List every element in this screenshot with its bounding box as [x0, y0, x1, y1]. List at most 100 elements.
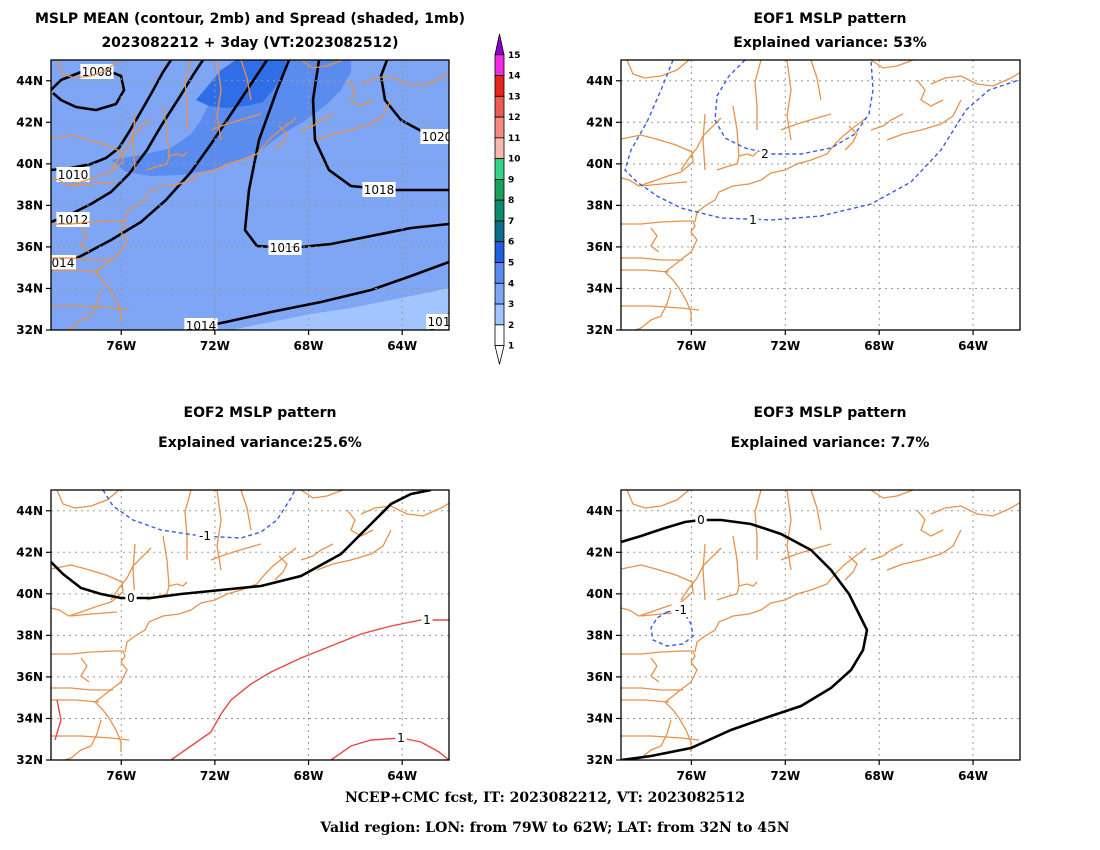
coastline — [51, 490, 449, 760]
colorbar-level-label: 13 — [508, 92, 521, 102]
colorbar-level-label: 4 — [508, 279, 514, 289]
isobar-label: 101 — [428, 315, 451, 329]
isobar-label: 1008 — [82, 65, 113, 79]
lat-tick-label: 44N — [586, 504, 613, 518]
eof3-label-zero: 0 — [697, 513, 705, 527]
lat-tick-label: 36N — [586, 240, 613, 254]
eof2-contour-pos1b — [330, 737, 449, 760]
lat-tick-label: 40N — [16, 157, 43, 171]
eof2-label-pos1b: 1 — [397, 731, 405, 745]
panel-title-line: EOF2 MSLP pattern — [184, 405, 337, 421]
colorbar-swatch — [494, 95, 505, 118]
lon-tick-label: 72W — [200, 769, 230, 783]
panel-title-line: Explained variance: 7.7% — [731, 435, 930, 451]
eof2-contour-pos1 — [170, 619, 449, 760]
footer-valid-region: Valid region: LON: from 79W to 62W; LAT:… — [319, 820, 789, 836]
isobar-label: 1020 — [422, 130, 453, 144]
eof2-label-neg1: -1 — [199, 529, 211, 543]
colorbar-swatch — [494, 75, 505, 97]
lat-tick-label: 42N — [586, 115, 613, 129]
lat-tick-label: 32N — [586, 323, 613, 337]
colorbar-swatch — [494, 303, 505, 326]
eof3-label-neg1: -1 — [675, 603, 687, 617]
lat-tick-label: 34N — [16, 711, 43, 725]
lon-tick-label: 68W — [864, 339, 894, 353]
lon-tick-label: 72W — [770, 769, 800, 783]
lat-tick-label: 40N — [586, 587, 613, 601]
eof1-label-1: 1 — [749, 213, 757, 227]
coastline — [621, 60, 1020, 330]
isobar-line — [243, 60, 449, 250]
map-frame — [50, 59, 450, 331]
lon-tick-label: 76W — [106, 769, 136, 783]
lon-tick-label: 68W — [294, 769, 324, 783]
colorbar-level-label: 5 — [508, 259, 514, 269]
colorbar-level-label: 10 — [508, 155, 521, 165]
lat-tick-label: 36N — [586, 670, 613, 684]
isobar-label: 1010 — [58, 168, 89, 182]
colorbar-level-label: 11 — [508, 134, 521, 144]
lat-tick-label: 34N — [586, 711, 613, 725]
lat-tick-label: 32N — [586, 753, 613, 767]
eof3-contour-zero — [621, 518, 869, 760]
map-area: 21 — [621, 60, 1020, 330]
isobar-label: 1014 — [186, 319, 217, 333]
isobar-line — [51, 60, 173, 172]
eof2-contour-neg1 — [102, 490, 296, 539]
colorbar-swatch — [494, 199, 505, 222]
coastline — [621, 490, 1020, 760]
isobar-label: 1012 — [58, 213, 89, 227]
lon-tick-label: 64W — [958, 769, 988, 783]
colorbar-swatch — [494, 282, 505, 305]
panel-eof2: EOF2 MSLP pattern Explained variance:25.6… — [16, 405, 450, 783]
eof2-label-pos1: 1 — [423, 613, 431, 627]
panel-title-line: MSLP MEAN (contour, 2mb) and Spread (sha… — [35, 11, 465, 27]
colorbar-level-label: 14 — [508, 72, 521, 82]
panel-eof3: EOF3 MSLP pattern Explained variance: 7.7… — [586, 405, 1021, 783]
panel-title-line: EOF1 MSLP pattern — [754, 11, 907, 27]
lat-tick-label: 38N — [16, 198, 43, 212]
lat-tick-label: 32N — [16, 753, 43, 767]
panel-mean-spread: MSLP MEAN (contour, 2mb) and Spread (sha… — [16, 11, 465, 353]
lat-tick-label: 36N — [16, 240, 43, 254]
lat-tick-label: 34N — [586, 281, 613, 295]
lon-tick-label: 72W — [770, 339, 800, 353]
map-area: -1 0 1 1 — [51, 490, 449, 760]
panel-title-line: Explained variance:25.6% — [158, 435, 362, 451]
lat-tick-label: 40N — [16, 587, 43, 601]
lat-tick-label: 36N — [16, 670, 43, 684]
lon-tick-label: 68W — [864, 769, 894, 783]
footer-forecast-info: NCEP+CMC fcst, IT: 2023082212, VT: 20230… — [345, 790, 745, 806]
lat-tick-label: 44N — [16, 504, 43, 518]
colorbar-level-label: 9 — [508, 175, 514, 185]
isobar-line — [185, 260, 449, 330]
lat-tick-label: 42N — [586, 545, 613, 559]
map-frame — [620, 489, 1021, 761]
isobar-label: 1016 — [270, 241, 301, 255]
lon-tick-label: 76W — [676, 769, 706, 783]
map-area: 0 -1 — [621, 490, 1020, 760]
colorbar-top-arrow — [494, 33, 505, 56]
colorbar-swatch — [494, 324, 505, 347]
lat-tick-label: 32N — [16, 323, 43, 337]
panel-title-line: Explained variance: 53% — [733, 35, 926, 51]
eof1-contour-1 — [624, 60, 1020, 221]
lat-tick-label: 38N — [586, 198, 613, 212]
lat-tick-label: 44N — [16, 74, 43, 88]
colorbar-swatch — [494, 158, 505, 180]
colorbar-level-label: 15 — [508, 51, 521, 61]
lon-tick-label: 64W — [958, 339, 988, 353]
colorbar-swatch — [494, 179, 505, 201]
colorbar-level-label: 6 — [508, 238, 514, 248]
colorbar-swatch — [494, 262, 505, 284]
colorbar-swatch — [494, 220, 505, 243]
lat-tick-label: 42N — [16, 115, 43, 129]
colorbar-level-label: 7 — [508, 217, 514, 227]
colorbar-level-label: 3 — [508, 300, 514, 310]
lat-tick-label: 38N — [586, 628, 613, 642]
eof1-label-2: 2 — [761, 147, 769, 161]
lon-tick-label: 76W — [106, 339, 136, 353]
colorbar-level-label: 8 — [508, 196, 514, 206]
isobar-label: 1018 — [364, 183, 395, 197]
